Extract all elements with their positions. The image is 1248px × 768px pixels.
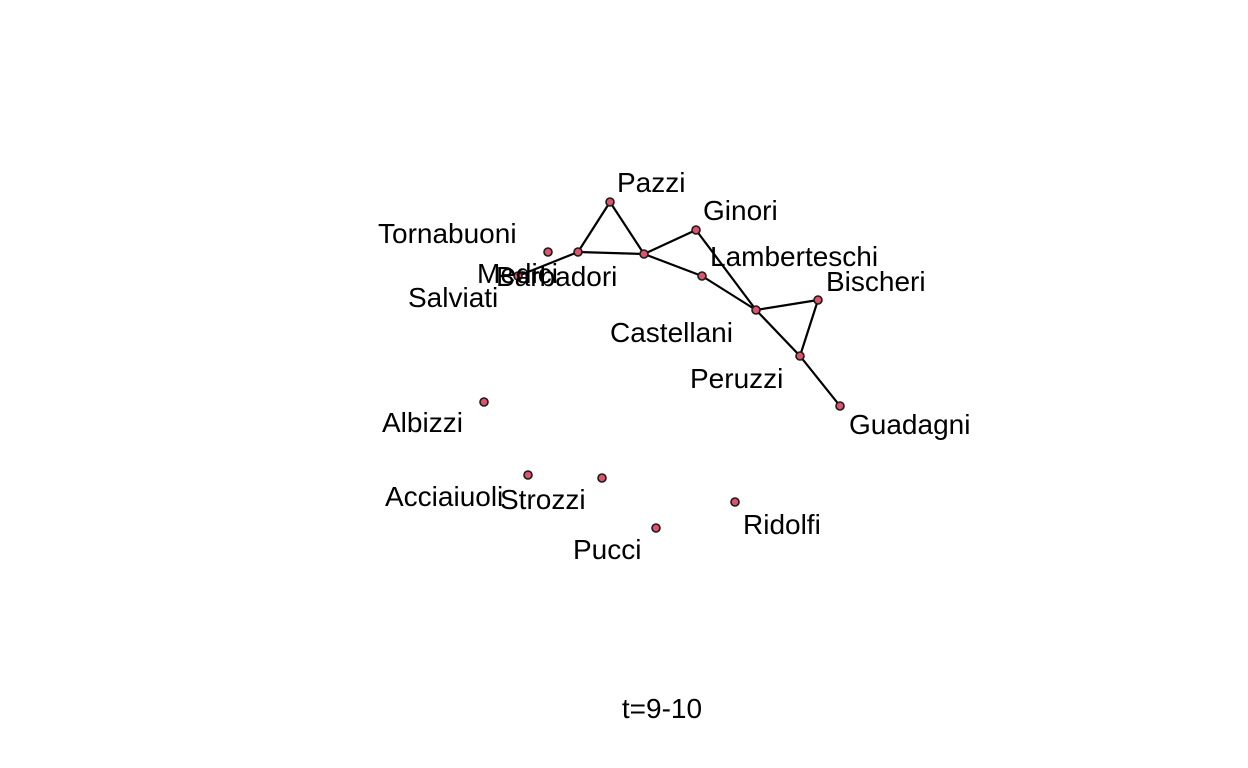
node-label-guadagni: Guadagni [849,409,970,440]
edge-pazzi-barbadori [609,201,645,255]
node-salviati [513,271,523,281]
node-label-castellani: Castellani [610,317,733,348]
node-ridolfi [730,497,740,507]
edge-lamberteschi-castellani [701,275,757,311]
node-label-tornabuoni: Tornabuoni [378,218,517,249]
edge-layer [517,201,841,407]
node-medici [573,247,583,257]
edge-barbadori-lamberteschi [643,252,703,278]
node-barbadori [639,249,649,259]
node-label-acciaiuoli: Acciaiuoli [385,481,503,512]
node-pazzi [605,197,615,207]
node-bischeri [813,295,823,305]
node-label-salviati: Salviati [408,282,498,313]
node-tornabuoni [543,247,553,257]
node-label-bischeri: Bischeri [826,266,926,297]
node-label-albizzi: Albizzi [382,407,463,438]
edge-castellani-bischeri [755,298,819,312]
time-caption: t=9-10 [622,693,702,724]
label-layer: Pazzi Ginori Tornabuoni MediciBarbadoriSalv… [378,167,970,565]
node-layer [479,197,845,533]
node-label-peruzzi: Peruzzi [690,363,783,394]
node-label-ridolfi: Ridolfi [743,509,821,540]
edge-peruzzi-guadagni [799,355,841,407]
node-label-barbadori: Barbadori [496,261,617,292]
node-lamberteschi [697,271,707,281]
edge-barbadori-ginori [643,229,697,255]
node-guadagni [835,401,845,411]
edge-medici-pazzi [577,201,611,253]
node-ginori [691,225,701,235]
edge-salviati-medici [517,250,579,278]
edge-ginori-castellani [695,229,757,311]
node-label-pucci: Pucci [573,534,641,565]
node-acciaiuoli [523,470,533,480]
node-peruzzi [795,351,805,361]
node-label-medici: Medici [477,258,558,289]
node-castellani [751,305,761,315]
edge-castellani-peruzzi [755,309,801,357]
node-strozzi [597,473,607,483]
node-label-strozzi: Strozzi [500,484,586,515]
node-albizzi [479,397,489,407]
node-label-pazzi: Pazzi [617,167,685,198]
node-pucci [651,523,661,533]
edge-bischeri-peruzzi [798,299,820,357]
edge-medici-barbadori [577,250,645,256]
node-label-ginori: Ginori [703,195,778,226]
node-label-lamberteschi: Lamberteschi [710,241,878,272]
